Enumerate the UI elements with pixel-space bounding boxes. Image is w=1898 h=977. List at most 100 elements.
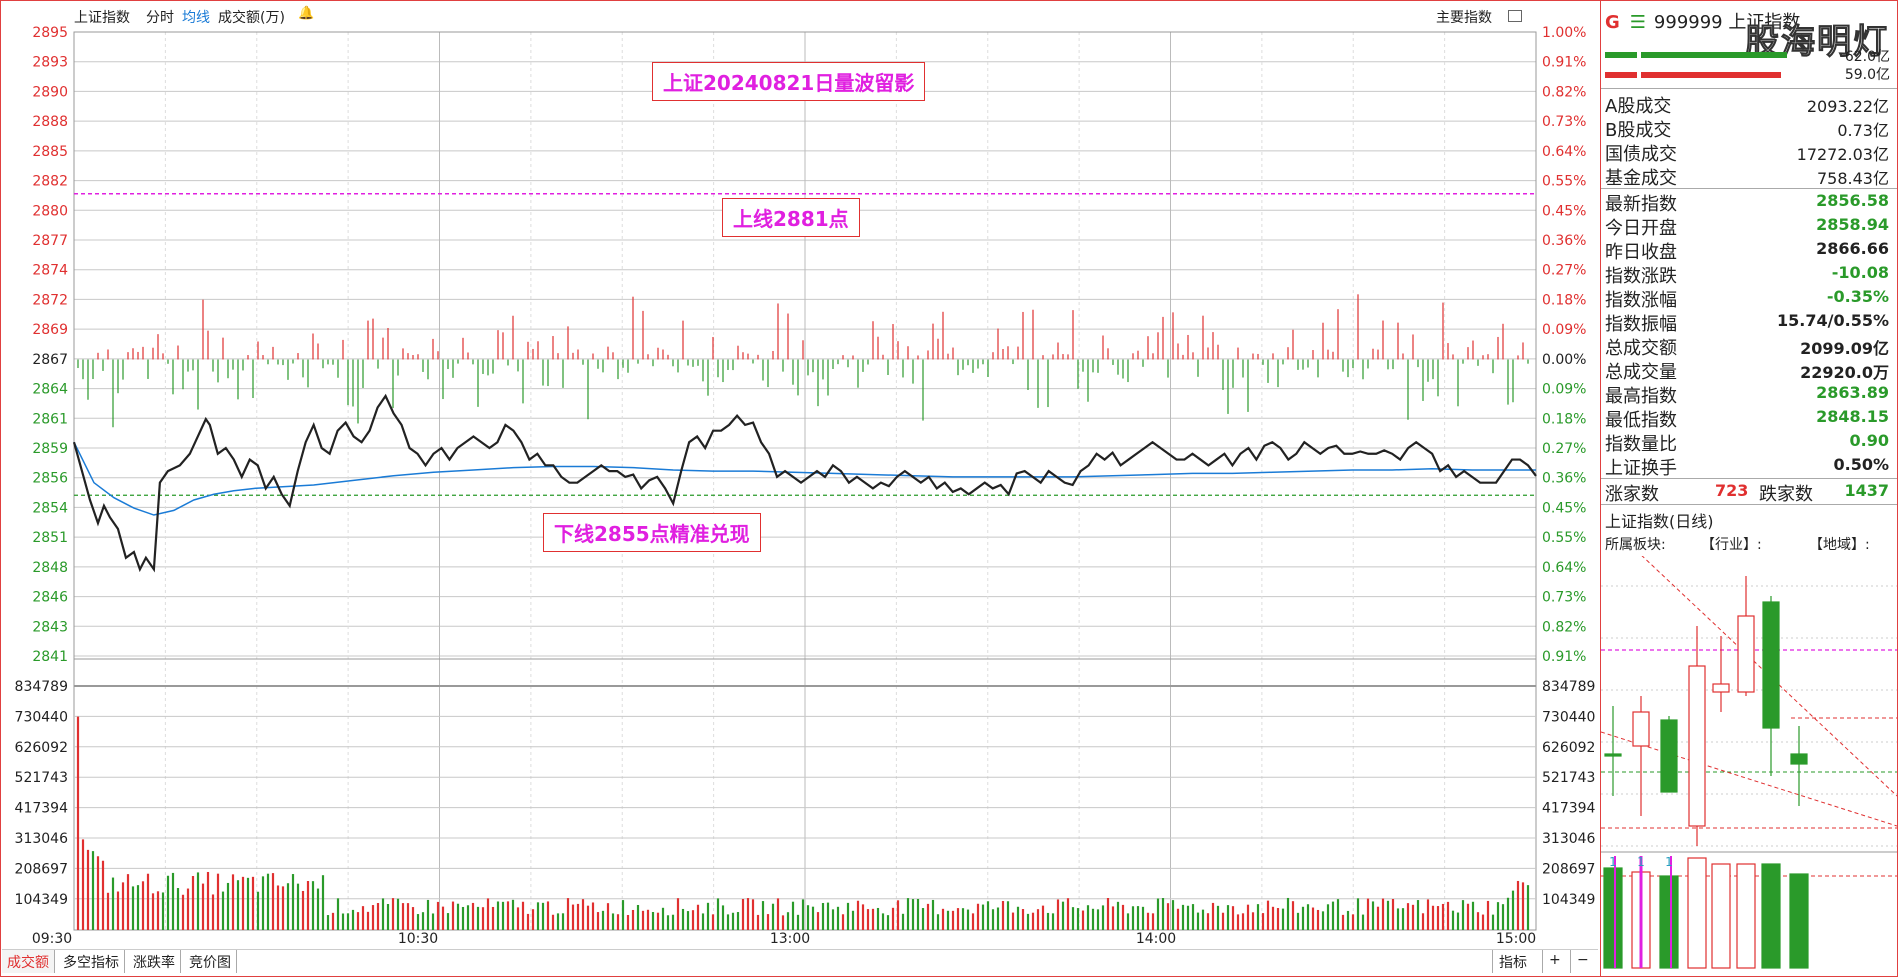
time-axis-label: 10:30 — [398, 931, 438, 947]
volume-value: 17272.03亿 — [1796, 145, 1889, 164]
volume-axis-label: 730440 — [1542, 709, 1595, 725]
left-axis-label: 2890 — [32, 84, 68, 100]
kline-candle-red — [1737, 615, 1755, 693]
group-mark[interactable]: G — [1605, 12, 1620, 33]
left-axis-label: 2846 — [32, 590, 68, 606]
right-axis-label: 0.82% — [1542, 619, 1586, 635]
volume-axis-label: 417394 — [15, 801, 69, 817]
left-axis-label: 2841 — [32, 649, 68, 665]
panel-toggle-icon[interactable] — [1508, 10, 1522, 22]
zoom-in-button[interactable]: + — [1542, 950, 1567, 973]
right-axis-label: 0.27% — [1542, 263, 1586, 279]
right-axis-label: 0.91% — [1542, 55, 1586, 71]
stat-row: 最新指数 2856.58 — [1605, 190, 1893, 215]
tab-amount-bottom[interactable]: 成交额 — [2, 950, 55, 973]
right-axis-label: 0.36% — [1542, 233, 1586, 249]
flow-bar-red-1 — [1605, 72, 1637, 78]
bottom-tabs: 成交额 多空指标 涨跌率 竞价图 指标 + − — [2, 949, 1598, 973]
annotation-title: 上证20240821日量波留影 — [652, 62, 926, 101]
volume-axis-label: 834789 — [1542, 679, 1595, 695]
right-axis-label: 0.82% — [1542, 84, 1586, 100]
kline-vol-green — [1659, 875, 1679, 969]
tab-advance-decline[interactable]: 涨跌率 — [128, 950, 181, 973]
stat-value: 0.90 — [1849, 431, 1889, 450]
stat-row: 指数振幅 15.74/0.55% — [1605, 310, 1893, 335]
right-axis-label: 0.27% — [1542, 441, 1586, 457]
left-axis-label: 2854 — [32, 500, 68, 516]
right-axis-label: 0.45% — [1542, 500, 1586, 516]
volume-axis-label: 104349 — [15, 892, 68, 908]
stat-label: 指数涨幅 — [1605, 290, 1677, 311]
tab-amount[interactable]: 成交额(万) — [218, 10, 285, 26]
volume-axis-label: 521743 — [1542, 770, 1595, 786]
left-axis-label: 2856 — [32, 471, 68, 487]
average-line — [73, 441, 1536, 516]
sector-label: 所属板块: — [1605, 537, 1666, 553]
stat-label: 最新指数 — [1605, 194, 1677, 215]
kline-vol-green — [1603, 867, 1623, 969]
stat-value: 2866.66 — [1816, 239, 1889, 258]
kline-candle-green — [1604, 753, 1622, 757]
tab-auction[interactable]: 竞价图 — [184, 950, 237, 973]
left-axis-label: 2848 — [32, 560, 68, 576]
flow-bar-red-2 — [1641, 72, 1781, 78]
left-axis-label: 2859 — [32, 441, 68, 457]
bell-icon[interactable]: 🔔 — [298, 6, 315, 21]
volume-axis-label: 208697 — [15, 861, 68, 877]
volume-label: A股成交 — [1605, 96, 1672, 117]
kline-candle-green — [1790, 753, 1808, 765]
industry-label[interactable]: 【行业】: — [1701, 537, 1762, 553]
right-axis-label: 0.73% — [1542, 114, 1586, 130]
stat-value: 0.50% — [1833, 455, 1889, 474]
left-axis-label: 2851 — [32, 530, 68, 546]
kline-candle-green — [1660, 719, 1678, 793]
volume-axis-label: 104349 — [1542, 892, 1595, 908]
volume-axis-label: 626092 — [15, 740, 68, 756]
flow-bar-green-1 — [1605, 52, 1637, 58]
indicator-button[interactable]: 指标 — [1492, 950, 1533, 973]
quote-header: G ☰ 999999 上证指数 — [1605, 8, 1895, 34]
index-title: 上证指数 — [74, 10, 130, 26]
kline-trend-line — [1641, 556, 1897, 797]
volume-axis-label: 417394 — [1542, 801, 1596, 817]
time-axis-label: 15:00 — [1496, 931, 1536, 947]
stat-row: 指数量比 0.90 — [1605, 430, 1893, 455]
separator — [1601, 88, 1897, 89]
stat-value: -0.35% — [1826, 287, 1889, 306]
tab-long-short[interactable]: 多空指标 — [58, 950, 125, 973]
right-axis-label: 0.36% — [1542, 471, 1586, 487]
daily-kline-chart[interactable]: 1 1 1 — [1601, 556, 1897, 976]
tab-junxian[interactable]: 均线 — [182, 10, 210, 26]
separator — [1601, 478, 1897, 479]
volume-label: 基金成交 — [1605, 168, 1677, 189]
kline-candle-red — [1632, 711, 1650, 747]
kline-candle-red — [1712, 683, 1730, 693]
kline-vol-red — [1711, 863, 1731, 969]
left-axis-label: 2867 — [32, 352, 68, 368]
volume-value: 0.73亿 — [1837, 121, 1889, 140]
kline-candle-green — [1762, 601, 1780, 729]
stat-value: 2099.09亿 — [1800, 339, 1889, 358]
volume-row: B股成交 0.73亿 — [1605, 116, 1893, 141]
menu-icon[interactable]: ☰ — [1629, 12, 1646, 33]
right-axis-label: 0.64% — [1542, 560, 1586, 576]
stat-row: 指数涨幅 -0.35% — [1605, 286, 1893, 311]
zoom-out-button[interactable]: − — [1570, 950, 1595, 973]
stat-label: 最低指数 — [1605, 410, 1677, 431]
tab-fenshi[interactable]: 分时 — [146, 10, 174, 26]
kline-count-label: 1 — [1609, 855, 1617, 869]
annotation-upper: 上线2881点 — [722, 198, 860, 237]
up-count-label: 涨家数 — [1605, 484, 1659, 505]
intraday-chart[interactable]: 2895 2893 2890 2888 2885 2882 2880 2877 2874 2872… — [0, 0, 1600, 949]
main-index-button[interactable]: 主要指数 — [1436, 10, 1492, 26]
left-axis-label: 2861 — [32, 411, 68, 427]
kline-candle-red — [1688, 665, 1706, 827]
right-axis-label: 0.09% — [1542, 382, 1586, 398]
up-count-value: 723 — [1715, 481, 1749, 500]
left-axis-label: 2880 — [32, 203, 68, 219]
volume-label: 国债成交 — [1605, 144, 1677, 165]
region-label[interactable]: 【地域】: — [1809, 537, 1870, 553]
stat-value: 2848.15 — [1816, 407, 1889, 426]
down-count-label: 跌家数 — [1759, 484, 1813, 505]
volume-axis-label: 313046 — [1542, 831, 1596, 847]
